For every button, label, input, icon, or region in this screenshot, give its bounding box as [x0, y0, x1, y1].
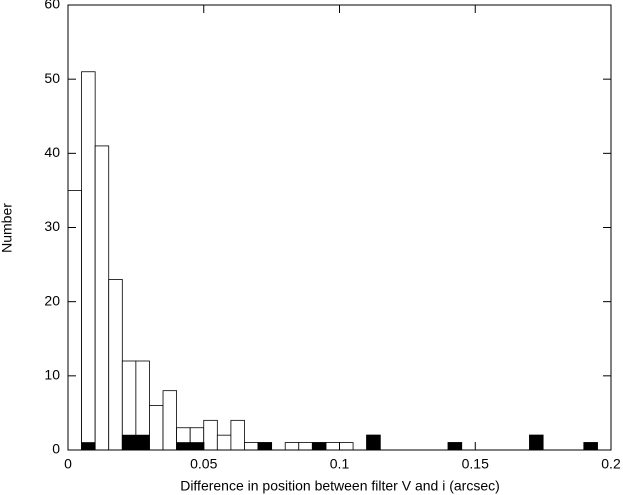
bar	[298, 442, 313, 451]
bar	[366, 434, 381, 451]
x-tick-label: 0.15	[462, 456, 489, 472]
x-axis-label: Difference in position between filter V …	[180, 478, 500, 494]
x-tick-label: 0.05	[190, 456, 217, 472]
bar	[284, 442, 300, 451]
y-tick-label: 50	[44, 70, 60, 86]
y-tick-label: 20	[44, 292, 60, 308]
y-axis-label: Number	[0, 203, 15, 253]
bar	[81, 71, 96, 451]
bar	[81, 442, 96, 451]
bar	[339, 442, 354, 451]
x-tick-label: 0	[64, 456, 72, 472]
bar	[94, 145, 110, 451]
bar	[67, 190, 82, 451]
bar	[583, 442, 598, 451]
bar	[149, 405, 164, 451]
y-tick-label: 30	[44, 218, 60, 234]
bar	[529, 434, 544, 451]
bar	[447, 442, 463, 451]
bar	[135, 434, 150, 451]
y-tick-label: 40	[44, 144, 60, 160]
bar	[203, 419, 218, 451]
bar	[257, 442, 273, 451]
y-tick-label: 60	[44, 0, 60, 12]
bar	[230, 419, 245, 451]
bar	[244, 442, 259, 451]
bar	[108, 279, 123, 451]
bar	[216, 434, 232, 451]
bar	[325, 442, 340, 451]
x-tick-label: 0.1	[330, 456, 350, 472]
bar	[162, 390, 177, 451]
bar	[121, 434, 137, 451]
bar	[176, 442, 191, 451]
y-tick-label: 10	[44, 367, 60, 383]
y-tick-label: 0	[52, 441, 60, 457]
x-tick-label: 0.2	[601, 456, 621, 472]
bar	[311, 442, 327, 451]
bar	[189, 442, 205, 451]
